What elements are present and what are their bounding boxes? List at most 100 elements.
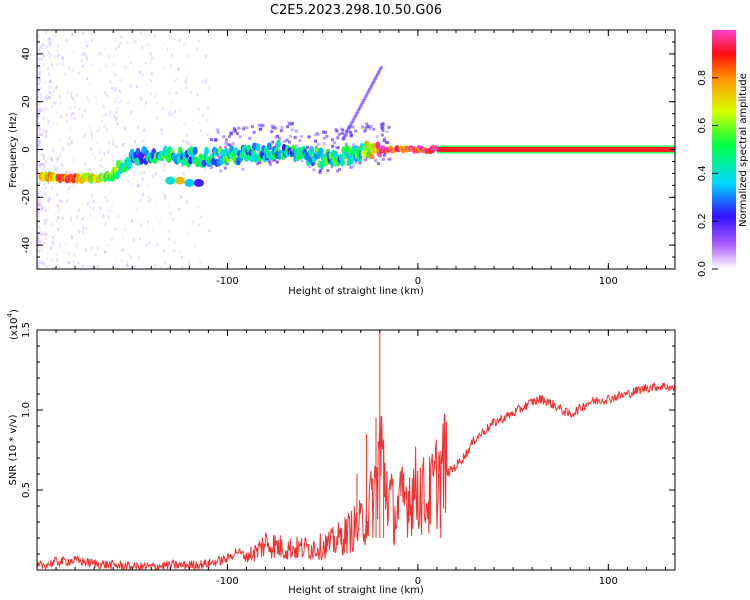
noise-cell bbox=[38, 48, 41, 52]
ridge-cell bbox=[349, 156, 354, 165]
noise-cell bbox=[189, 185, 191, 189]
noise-cell bbox=[168, 114, 171, 118]
noise-cell bbox=[37, 87, 39, 91]
noise-cell bbox=[126, 260, 129, 264]
noise-cell bbox=[77, 261, 80, 265]
noise-cell bbox=[43, 164, 46, 168]
noise-cell bbox=[152, 165, 154, 169]
noise-cell bbox=[56, 111, 58, 115]
noise-cell bbox=[76, 242, 79, 246]
noise-cell bbox=[380, 133, 384, 137]
noise-cell bbox=[171, 113, 173, 117]
noise-cell bbox=[69, 218, 72, 222]
noise-cell bbox=[44, 170, 47, 174]
noise-cell bbox=[142, 193, 145, 197]
noise-cell bbox=[119, 78, 122, 82]
noise-cell bbox=[228, 134, 231, 138]
noise-cell bbox=[336, 136, 340, 140]
noise-cell bbox=[113, 54, 115, 58]
noise-cell bbox=[75, 33, 78, 37]
noise-cell bbox=[89, 82, 92, 86]
noise-cell bbox=[73, 259, 75, 263]
noise-cell bbox=[38, 239, 41, 243]
noise-cell bbox=[117, 101, 120, 105]
noise-cell bbox=[322, 137, 326, 140]
noise-cell bbox=[71, 69, 74, 73]
noise-cell bbox=[71, 140, 73, 144]
noise-cell bbox=[40, 162, 43, 166]
y-tick-label: 0 bbox=[21, 146, 32, 152]
noise-cell bbox=[46, 198, 49, 202]
noise-cell bbox=[349, 133, 353, 137]
noise-cell bbox=[53, 267, 56, 269]
noise-cell bbox=[182, 171, 185, 175]
noise-cell bbox=[173, 79, 176, 83]
noise-cell bbox=[314, 139, 317, 143]
noise-cell bbox=[48, 96, 51, 100]
noise-cell bbox=[216, 128, 220, 132]
noise-cell bbox=[45, 134, 48, 138]
snr-y-label: SNR (10 * v/v) bbox=[8, 414, 19, 485]
noise-cell bbox=[178, 208, 181, 212]
noise-cell bbox=[173, 110, 176, 113]
noise-cell bbox=[237, 126, 241, 130]
noise-cell bbox=[363, 129, 367, 133]
noise-cell bbox=[49, 42, 52, 46]
snr-frame bbox=[36, 329, 676, 571]
streak-cell bbox=[360, 102, 364, 106]
noise-cell bbox=[72, 112, 75, 116]
noise-cell bbox=[147, 184, 150, 187]
noise-cell bbox=[39, 133, 42, 136]
noise-cell bbox=[181, 255, 184, 259]
snr-marks bbox=[37, 330, 675, 570]
noise-cell bbox=[124, 154, 126, 158]
noise-cell bbox=[39, 165, 42, 169]
noise-cell bbox=[287, 122, 291, 126]
noise-cell bbox=[43, 262, 46, 266]
noise-cell bbox=[137, 126, 140, 129]
noise-cell bbox=[44, 81, 47, 85]
noise-cell bbox=[148, 241, 151, 245]
noise-cell bbox=[86, 202, 89, 206]
noise-cell bbox=[38, 126, 41, 130]
noise-cell bbox=[114, 119, 117, 123]
noise-cell bbox=[363, 158, 367, 162]
noise-cell bbox=[269, 163, 273, 166]
noise-cell bbox=[103, 46, 106, 50]
noise-cell bbox=[58, 53, 61, 57]
y-tick-label: 1.5 bbox=[21, 322, 32, 338]
noise-cell bbox=[298, 139, 302, 143]
noise-cell bbox=[145, 101, 147, 105]
noise-cell bbox=[294, 129, 298, 133]
noise-cell bbox=[72, 183, 75, 186]
noise-cell bbox=[382, 153, 386, 157]
noise-cell bbox=[316, 132, 320, 136]
noise-cell bbox=[177, 67, 180, 70]
noise-cell bbox=[38, 73, 41, 77]
noise-cell bbox=[37, 191, 39, 195]
noise-cell bbox=[223, 166, 227, 170]
noise-cell bbox=[154, 172, 157, 176]
noise-cell bbox=[381, 157, 385, 161]
noise-cell bbox=[214, 138, 218, 142]
noise-cell bbox=[153, 143, 156, 146]
noise-cell bbox=[81, 230, 84, 234]
noise-cell bbox=[199, 129, 202, 133]
noise-cell bbox=[43, 53, 46, 57]
noise-cell bbox=[150, 57, 153, 61]
noise-cell bbox=[39, 79, 41, 83]
noise-cell bbox=[37, 244, 39, 248]
noise-cell bbox=[105, 127, 108, 131]
noise-cell bbox=[68, 170, 71, 174]
noise-cell bbox=[330, 165, 334, 169]
noise-cell bbox=[64, 242, 67, 246]
noise-cell bbox=[39, 107, 42, 111]
y-tick-label: -40 bbox=[21, 237, 32, 253]
noise-cell bbox=[222, 135, 226, 139]
noise-cell bbox=[127, 55, 130, 59]
noise-cell bbox=[81, 217, 84, 221]
noise-cell bbox=[37, 82, 40, 86]
noise-cell bbox=[116, 122, 119, 126]
noise-cell bbox=[38, 265, 41, 269]
noise-cell bbox=[48, 38, 51, 42]
